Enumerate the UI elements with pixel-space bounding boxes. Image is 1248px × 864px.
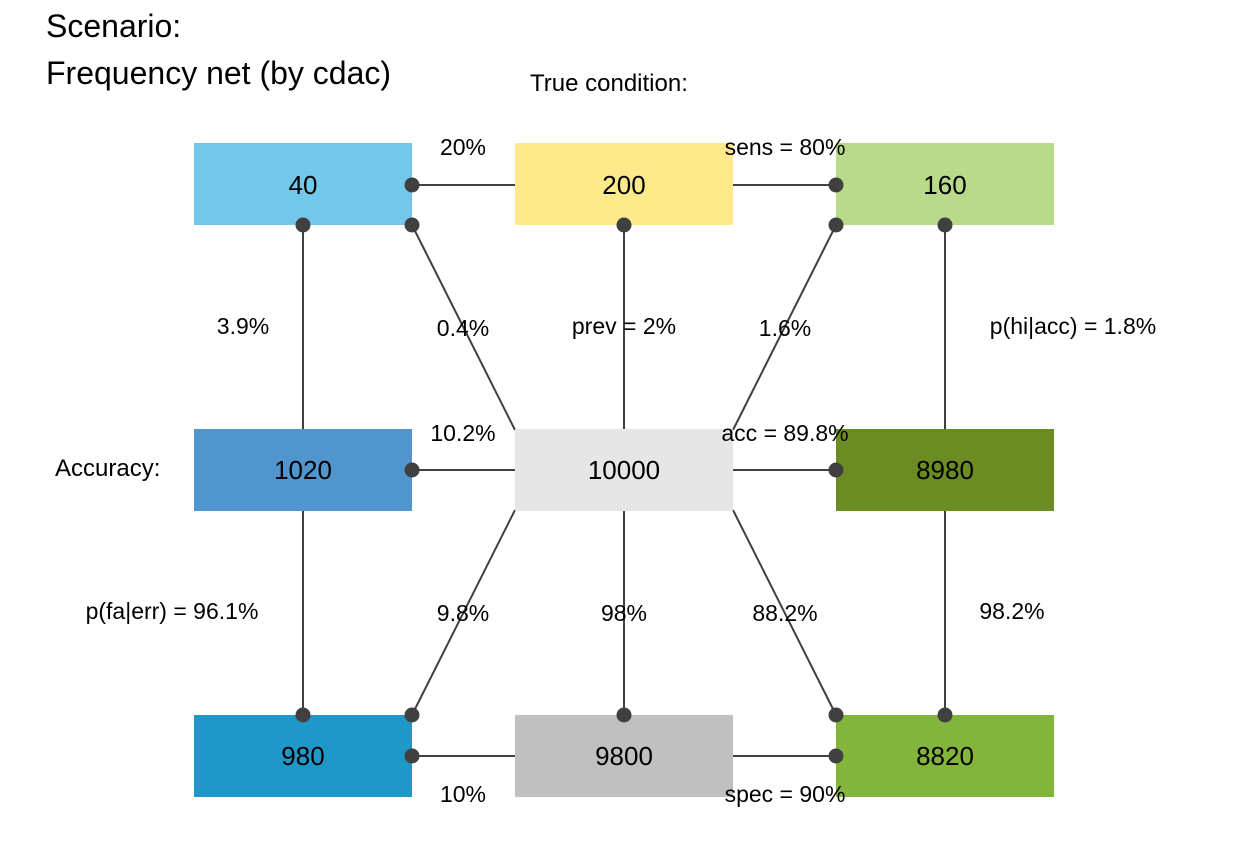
- endpoint-dot: [828, 707, 844, 723]
- box-fa: [194, 715, 412, 797]
- value-cond-true: 200: [602, 170, 645, 200]
- endpoint-dot: [828, 217, 844, 233]
- label-pop-mi: 0.4%: [437, 315, 489, 341]
- true-condition-label: True condition:: [530, 70, 688, 97]
- edge-hi-population: [732, 224, 837, 431]
- edge-population-cr: [732, 509, 837, 716]
- box-cond-true: [515, 143, 733, 225]
- box-cond-false: [515, 715, 733, 797]
- endpoint-dot: [828, 177, 844, 193]
- endpoint-dot: [937, 707, 953, 723]
- label-acc-cr: 98.2%: [979, 598, 1044, 624]
- edge-endpoints: [295, 177, 953, 764]
- figure-title-line-2: Frequency net (by cdac): [46, 55, 392, 91]
- label-pop-fa: 9.8%: [437, 600, 489, 626]
- endpoint-dot: [404, 462, 420, 478]
- box-population: [515, 429, 733, 511]
- endpoint-dot: [616, 707, 632, 723]
- boxes: [194, 143, 1054, 797]
- endpoint-dot: [937, 217, 953, 233]
- endpoint-dot: [616, 217, 632, 233]
- value-dec-cor: 8980: [916, 455, 974, 485]
- box-cr: [836, 715, 1054, 797]
- endpoint-dot: [828, 462, 844, 478]
- label-spec: spec = 90%: [725, 781, 846, 807]
- label-sens: sens = 80%: [725, 134, 846, 160]
- value-hi: 160: [923, 170, 966, 200]
- edge-labels: 20% sens = 80% 3.9% 0.4% prev = 2% 1.6% …: [86, 134, 1157, 807]
- value-dec-err: 1020: [274, 455, 332, 485]
- label-pop-cr: 88.2%: [752, 600, 817, 626]
- label-mi-share: 20%: [440, 134, 486, 160]
- label-pop-hi: 1.6%: [759, 315, 811, 341]
- edge-population-fa: [411, 509, 516, 716]
- label-prev: prev = 2%: [572, 313, 676, 339]
- endpoint-dot: [828, 748, 844, 764]
- figure-title-line-1: Scenario:: [46, 8, 182, 44]
- label-acc: acc = 89.8%: [721, 420, 848, 446]
- endpoint-dot: [404, 707, 420, 723]
- label-err-mi: 3.9%: [217, 313, 269, 339]
- box-dec-err: [194, 429, 412, 511]
- value-cr: 8820: [916, 741, 974, 771]
- value-population: 10000: [588, 455, 660, 485]
- endpoint-dot: [404, 217, 420, 233]
- label-err-fa: p(fa|err) = 96.1%: [86, 598, 259, 624]
- endpoint-dot: [295, 707, 311, 723]
- edges: [302, 184, 946, 757]
- box-hi: [836, 143, 1054, 225]
- box-dec-cor: [836, 429, 1054, 511]
- label-cond-false-share: 98%: [601, 600, 647, 626]
- label-fa-share: 10%: [440, 781, 486, 807]
- box-values: 40 200 160 1020 10000 8980 980 9800 8820: [274, 170, 974, 771]
- value-fa: 980: [281, 741, 324, 771]
- value-mi: 40: [289, 170, 318, 200]
- endpoint-dot: [404, 177, 420, 193]
- label-ppv-acc: p(hi|acc) = 1.8%: [990, 313, 1156, 339]
- endpoint-dot: [295, 217, 311, 233]
- edge-mi-population: [411, 224, 516, 431]
- value-cond-false: 9800: [595, 741, 653, 771]
- label-err: 10.2%: [430, 420, 495, 446]
- accuracy-label: Accuracy:: [55, 455, 161, 482]
- box-mi: [194, 143, 412, 225]
- endpoint-dot: [404, 748, 420, 764]
